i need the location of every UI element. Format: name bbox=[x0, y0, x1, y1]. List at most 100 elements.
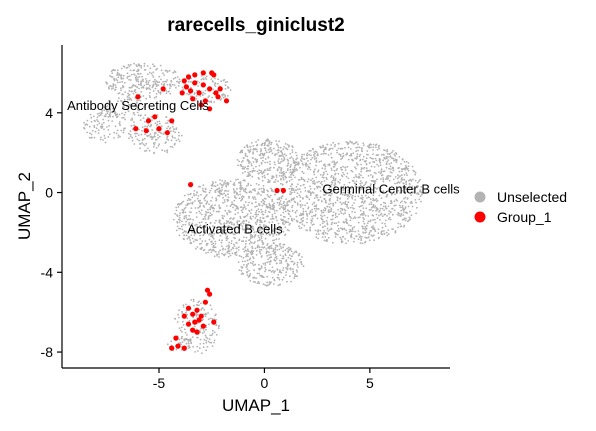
unselected-point bbox=[290, 164, 292, 166]
unselected-point bbox=[337, 227, 340, 230]
unselected-point bbox=[97, 132, 100, 134]
unselected-point bbox=[175, 206, 178, 209]
unselected-point bbox=[221, 226, 224, 229]
unselected-point bbox=[272, 269, 274, 272]
unselected-point bbox=[259, 224, 261, 226]
unselected-point bbox=[271, 217, 274, 220]
unselected-point bbox=[198, 304, 200, 307]
unselected-point bbox=[93, 126, 96, 129]
unselected-point bbox=[267, 144, 270, 147]
unselected-point bbox=[234, 237, 237, 240]
unselected-point bbox=[117, 76, 120, 79]
unselected-point bbox=[213, 255, 216, 258]
unselected-point bbox=[255, 141, 257, 143]
unselected-point bbox=[268, 254, 270, 256]
unselected-point bbox=[249, 174, 252, 177]
unselected-point bbox=[247, 149, 250, 152]
unselected-point bbox=[371, 235, 374, 238]
unselected-point bbox=[405, 180, 408, 183]
unselected-point bbox=[158, 143, 161, 146]
unselected-point bbox=[364, 225, 367, 228]
unselected-point bbox=[368, 208, 371, 211]
unselected-point bbox=[419, 195, 422, 198]
unselected-point bbox=[124, 118, 126, 121]
unselected-point bbox=[112, 83, 115, 85]
unselected-point bbox=[102, 139, 104, 141]
unselected-point bbox=[267, 139, 270, 141]
unselected-point bbox=[140, 133, 143, 136]
unselected-point bbox=[212, 225, 214, 228]
unselected-point bbox=[371, 180, 374, 182]
unselected-point bbox=[367, 236, 370, 238]
unselected-point bbox=[237, 181, 240, 184]
unselected-point bbox=[255, 211, 257, 214]
unselected-point bbox=[326, 143, 329, 146]
unselected-point bbox=[134, 132, 137, 135]
unselected-point bbox=[247, 262, 250, 265]
unselected-point bbox=[347, 189, 350, 192]
unselected-point bbox=[214, 185, 217, 188]
unselected-points bbox=[83, 62, 423, 354]
unselected-point bbox=[403, 197, 405, 200]
unselected-point bbox=[323, 163, 326, 166]
unselected-point bbox=[131, 85, 134, 88]
unselected-point bbox=[326, 205, 329, 208]
unselected-point bbox=[354, 230, 357, 233]
unselected-point bbox=[138, 109, 141, 112]
group-1-point bbox=[204, 287, 211, 293]
unselected-point bbox=[283, 220, 286, 223]
unselected-point bbox=[185, 220, 188, 223]
unselected-point bbox=[302, 184, 305, 186]
unselected-point bbox=[138, 87, 141, 90]
unselected-point bbox=[335, 222, 338, 225]
unselected-point bbox=[105, 108, 108, 111]
unselected-point bbox=[375, 172, 377, 175]
unselected-point bbox=[327, 236, 330, 239]
unselected-point bbox=[248, 162, 250, 165]
unselected-point bbox=[381, 226, 384, 229]
unselected-point bbox=[104, 106, 106, 109]
unselected-point bbox=[247, 182, 250, 185]
unselected-point bbox=[321, 222, 324, 225]
unselected-point bbox=[247, 167, 250, 170]
unselected-point bbox=[217, 194, 220, 197]
unselected-point bbox=[411, 205, 414, 208]
unselected-point bbox=[160, 78, 162, 81]
unselected-point bbox=[118, 121, 121, 123]
unselected-point bbox=[268, 204, 271, 207]
unselected-point bbox=[181, 320, 184, 323]
unselected-point bbox=[213, 83, 216, 86]
unselected-point bbox=[357, 176, 360, 179]
unselected-point bbox=[322, 194, 325, 196]
unselected-point bbox=[123, 113, 126, 116]
unselected-point bbox=[357, 238, 360, 241]
unselected-point bbox=[260, 163, 263, 165]
unselected-point bbox=[195, 95, 198, 97]
unselected-point bbox=[330, 189, 333, 192]
unselected-point bbox=[332, 179, 334, 182]
unselected-point bbox=[122, 103, 125, 105]
unselected-point bbox=[365, 153, 368, 156]
unselected-point bbox=[400, 178, 403, 181]
unselected-point bbox=[239, 206, 242, 209]
unselected-point bbox=[226, 245, 228, 248]
unselected-point bbox=[238, 220, 241, 223]
unselected-point bbox=[111, 76, 114, 78]
unselected-point bbox=[295, 250, 297, 253]
unselected-point bbox=[409, 210, 411, 213]
unselected-point bbox=[202, 233, 205, 236]
unselected-point bbox=[389, 171, 392, 173]
unselected-point bbox=[311, 157, 314, 159]
unselected-point bbox=[90, 116, 93, 119]
unselected-point bbox=[301, 223, 304, 226]
unselected-point bbox=[279, 225, 281, 228]
unselected-point bbox=[248, 243, 251, 245]
unselected-point bbox=[175, 348, 178, 351]
unselected-point bbox=[279, 269, 281, 272]
unselected-point bbox=[355, 162, 358, 164]
unselected-point bbox=[393, 190, 395, 193]
unselected-point bbox=[162, 83, 165, 86]
unselected-point bbox=[178, 234, 181, 237]
unselected-point bbox=[224, 81, 227, 84]
unselected-point bbox=[268, 211, 271, 214]
